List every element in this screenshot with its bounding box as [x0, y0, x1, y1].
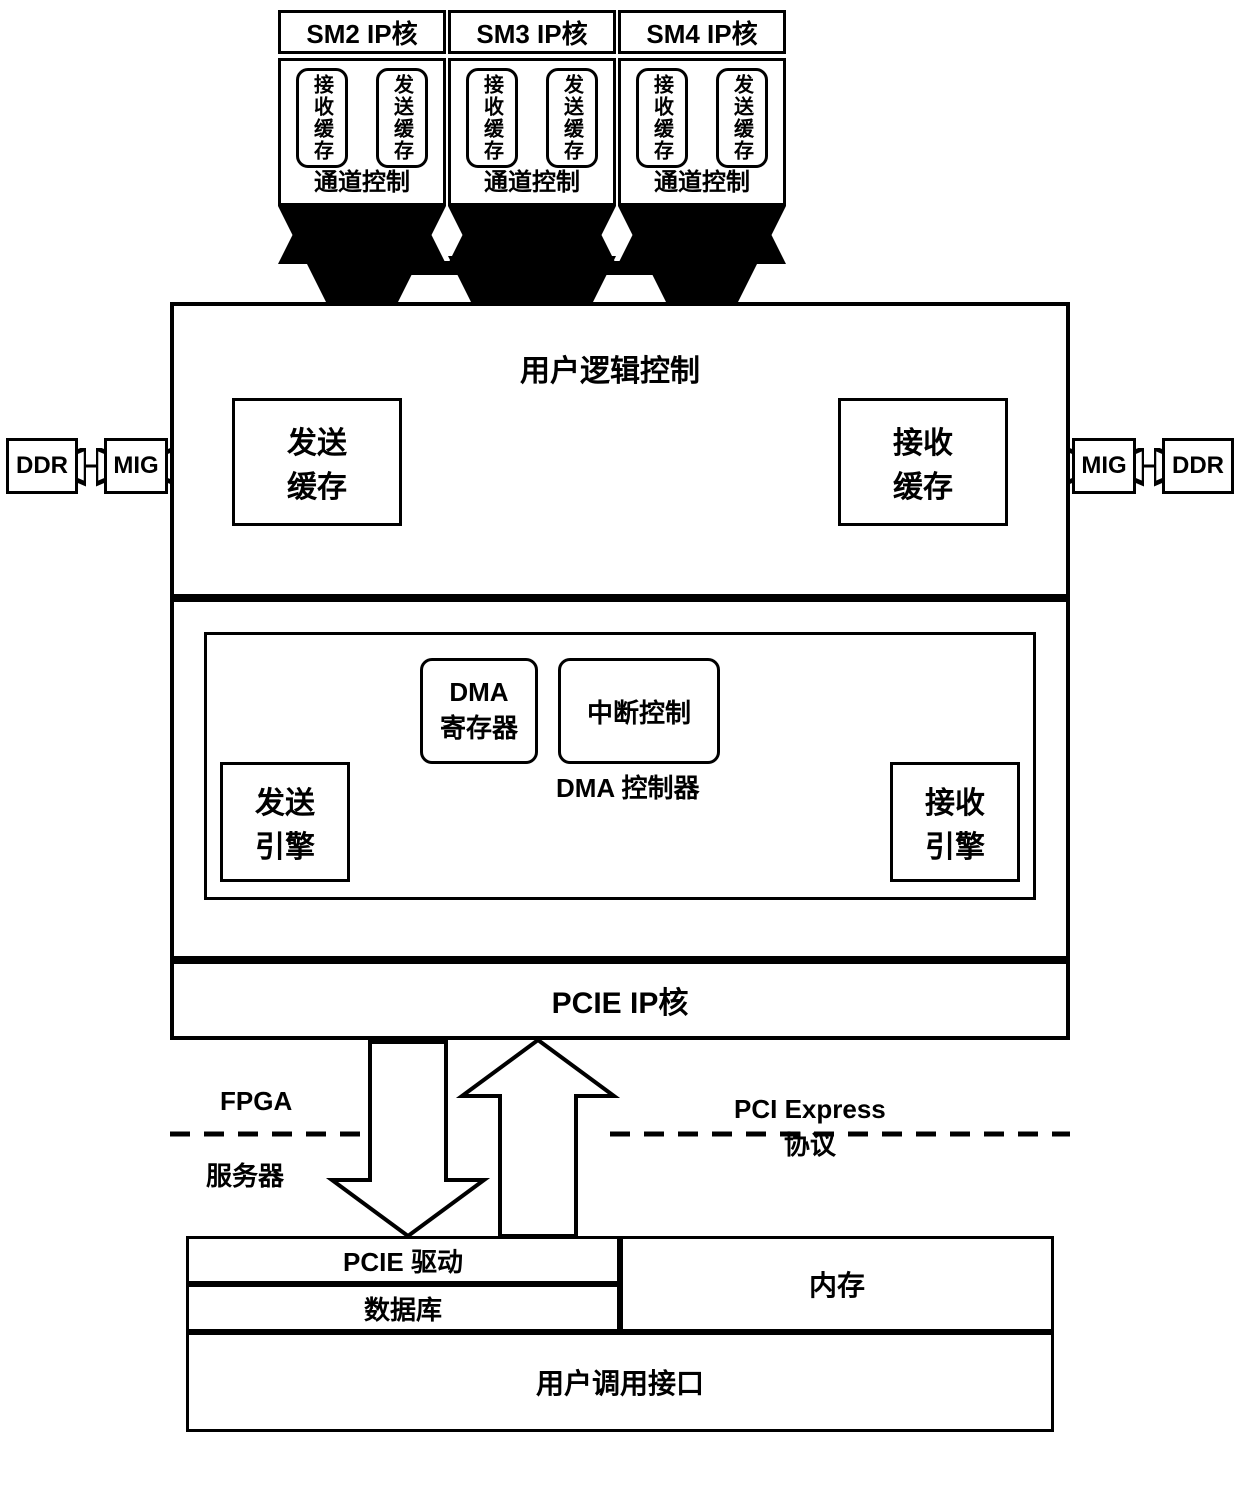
memory-label: 内存	[809, 1264, 865, 1304]
recv-buf-1: 接收缓存	[296, 68, 348, 168]
recv-cache: 接收 缓存	[838, 398, 1008, 526]
fpga-label: FPGA	[220, 1086, 292, 1117]
user-api: 用户调用接口	[186, 1332, 1054, 1432]
pcie-ip-label: PCIE IP核	[552, 978, 689, 1022]
database: 数据库	[186, 1284, 620, 1332]
recv-buf-3-label: 接收缓存	[648, 74, 677, 162]
interrupt-ctrl-label: 中断控制	[587, 693, 691, 730]
send-buf-1: 发送缓存	[376, 68, 428, 168]
send-engine-label: 发送 引擎	[255, 778, 315, 866]
send-engine: 发送 引擎	[220, 762, 350, 882]
send-cache: 发送 缓存	[232, 398, 402, 526]
recv-engine-label: 接收 引擎	[925, 778, 985, 866]
mig-right: MIG	[1072, 438, 1136, 494]
recv-buf-2: 接收缓存	[466, 68, 518, 168]
user-api-label: 用户调用接口	[536, 1362, 704, 1402]
dma-register-label: DMA 寄存器	[440, 677, 518, 745]
mig-left: MIG	[104, 438, 168, 494]
memory: 内存	[620, 1236, 1054, 1332]
mig-right-label: MIG	[1081, 452, 1126, 480]
ddr-right-label: DDR	[1172, 452, 1224, 480]
send-buf-1-label: 发送缓存	[388, 74, 417, 162]
send-buf-3: 发送缓存	[716, 68, 768, 168]
sm4-ip-core: SM4 IP核	[618, 10, 786, 54]
recv-buf-2-label: 接收缓存	[478, 74, 507, 162]
recv-engine: 接收 引擎	[890, 762, 1020, 882]
sm2-label: SM2 IP核	[306, 14, 417, 51]
send-buf-3-label: 发送缓存	[728, 74, 757, 162]
pci-express-label: PCI Express 协议	[734, 1094, 886, 1162]
ddr-left: DDR	[6, 438, 78, 494]
sm3-label: SM3 IP核	[476, 14, 587, 51]
send-cache-label: 发送 缓存	[287, 418, 347, 506]
recv-buf-3: 接收缓存	[636, 68, 688, 168]
sm3-ip-core: SM3 IP核	[448, 10, 616, 54]
recv-cache-label: 接收 缓存	[893, 418, 953, 506]
ddr-left-label: DDR	[16, 452, 68, 480]
sm2-ip-core: SM2 IP核	[278, 10, 446, 54]
pcie-driver-label: PCIE 驱动	[343, 1242, 463, 1279]
send-buf-2: 发送缓存	[546, 68, 598, 168]
pcie-ip-core: PCIE IP核	[170, 960, 1070, 1040]
mig-left-label: MIG	[113, 452, 158, 480]
server-label: 服务器	[206, 1156, 284, 1193]
user-logic-label: 用户逻辑控制	[520, 346, 700, 390]
pcie-driver: PCIE 驱动	[186, 1236, 620, 1284]
database-label: 数据库	[364, 1290, 442, 1327]
sm4-label: SM4 IP核	[646, 14, 757, 51]
recv-buf-1-label: 接收缓存	[308, 74, 337, 162]
ddr-right: DDR	[1162, 438, 1234, 494]
dma-ctrl-label: DMA 控制器	[556, 768, 699, 805]
send-buf-2-label: 发送缓存	[558, 74, 587, 162]
dma-register: DMA 寄存器	[420, 658, 538, 764]
interrupt-ctrl: 中断控制	[558, 658, 720, 764]
